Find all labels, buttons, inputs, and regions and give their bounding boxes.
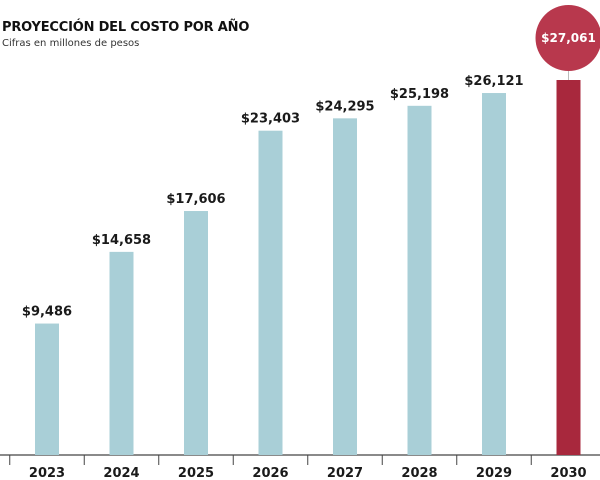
data-label: $24,295 — [315, 99, 374, 114]
x-tick-label: 2027 — [327, 466, 363, 480]
bar-2027 — [333, 118, 357, 455]
chart-title: PROYECCIÓN DEL COSTO POR AÑO — [2, 20, 250, 35]
bar-2029 — [482, 93, 506, 455]
bar-2024 — [109, 251, 134, 455]
highlight-bubble — [535, 5, 600, 71]
bar-2023 — [35, 323, 59, 455]
chart-subtitle: Cifras en millones de pesos — [2, 38, 140, 49]
bar-2025 — [184, 211, 208, 455]
data-label: $9,486 — [22, 305, 72, 320]
x-tick-label: 2029 — [476, 466, 512, 480]
x-tick-label: 2025 — [178, 466, 214, 480]
bar-2030 — [556, 80, 581, 455]
highlight-data-label: $27,061 — [541, 31, 596, 45]
x-tick-label: 2030 — [550, 466, 586, 480]
x-tick-label: 2024 — [103, 466, 139, 480]
bar-2026 — [258, 130, 283, 455]
data-label: $17,606 — [166, 192, 225, 207]
data-label: $14,658 — [92, 233, 151, 248]
x-tick-label: 2028 — [401, 466, 437, 480]
data-label: $25,198 — [390, 87, 449, 102]
data-label: $23,403 — [241, 112, 300, 127]
bar-2028 — [407, 105, 432, 455]
x-tick-label: 2026 — [252, 466, 288, 480]
x-tick-label: 2023 — [29, 466, 65, 480]
data-label: $26,121 — [464, 74, 523, 89]
